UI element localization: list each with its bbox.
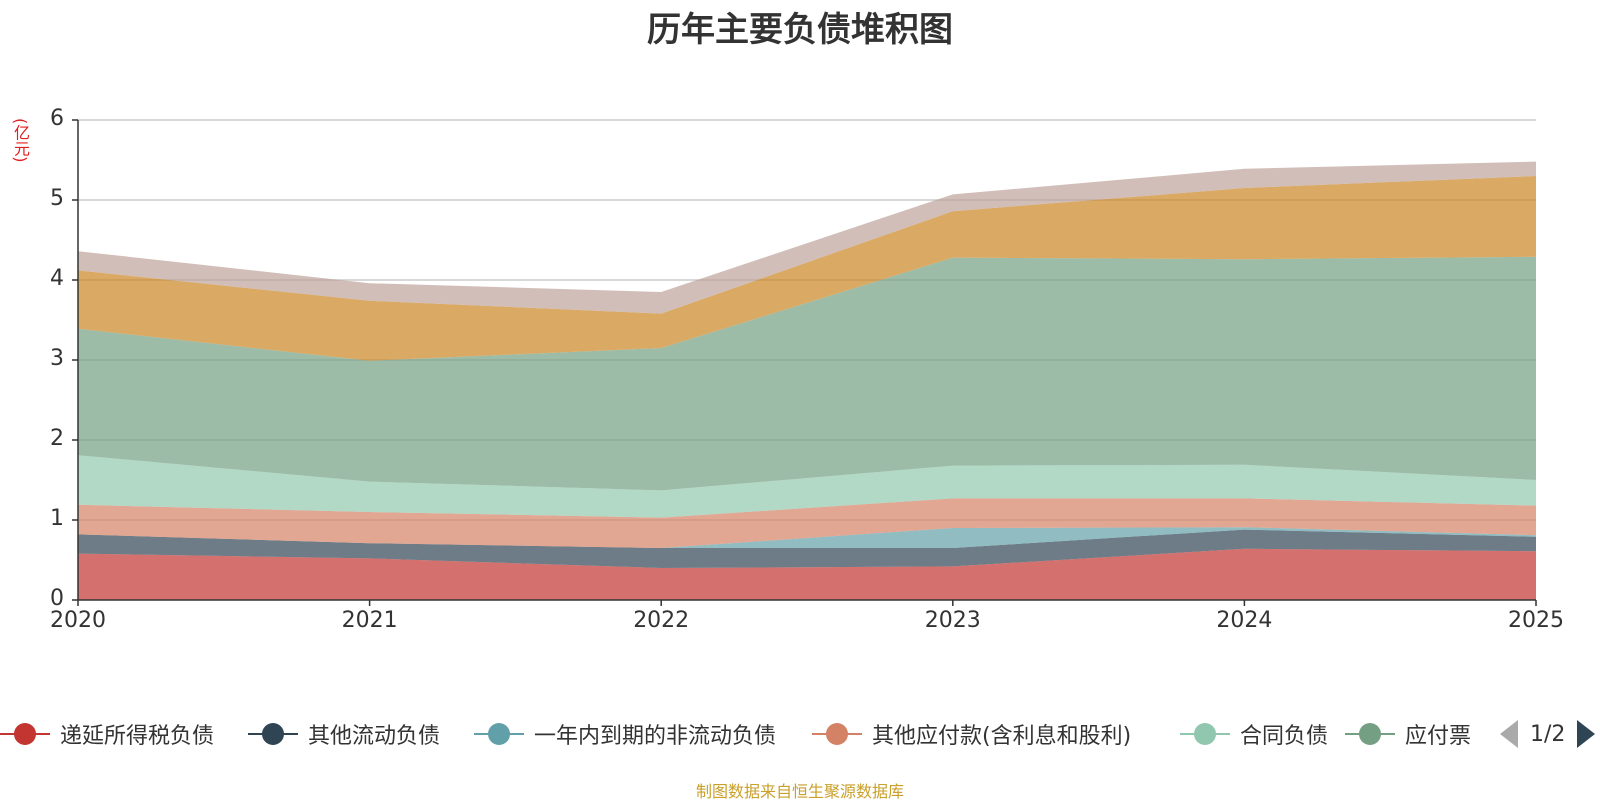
- legend-item-contract-liabilities[interactable]: 合同负债: [1180, 718, 1328, 750]
- legend-symbol-icon: [1345, 718, 1395, 750]
- legend-label: 应付票: [1405, 724, 1472, 749]
- legend-item-current-portion[interactable]: 一年内到期的非流动负债: [474, 718, 776, 750]
- y-tick-label: 3: [50, 346, 64, 371]
- x-tick-label: 2021: [341, 608, 398, 633]
- x-tick-label: 2022: [633, 608, 690, 633]
- area-series-0: [78, 548, 1536, 600]
- legend-label: 一年内到期的非流动负债: [534, 724, 777, 749]
- pager-next-icon[interactable]: [1577, 720, 1596, 748]
- legend-item-deferred-tax[interactable]: 递延所得税负债: [0, 718, 214, 750]
- legend-item-notes-payable[interactable]: 应付票: [1345, 718, 1471, 750]
- area-series-4: [78, 455, 1536, 518]
- x-tick-label: 2023: [924, 608, 981, 633]
- y-tick-label: 4: [50, 266, 64, 291]
- pager-prev-icon[interactable]: [1500, 720, 1518, 748]
- legend-item-other-current[interactable]: 其他流动负债: [248, 718, 440, 750]
- legend-label: 其他应付款(含利息和股利): [872, 724, 1132, 749]
- area-series-7: [78, 161, 1536, 314]
- y-axis-unit-label: (亿元): [11, 118, 30, 163]
- legend-symbol-icon: [1180, 718, 1230, 750]
- legend-symbol-icon: [0, 718, 50, 750]
- legend-item-other-payables[interactable]: 其他应付款(含利息和股利): [812, 718, 1131, 750]
- stacked-area-chart: [72, 119, 1537, 606]
- legend-label: 递延所得税负债: [60, 724, 215, 749]
- legend-symbol-icon: [812, 718, 862, 750]
- y-tick-label: 6: [50, 106, 64, 131]
- y-tick-label: 0: [50, 586, 64, 611]
- y-tick-label: 5: [50, 186, 64, 211]
- legend-label: 合同负债: [1240, 724, 1329, 749]
- x-tick-label: 2020: [50, 608, 106, 633]
- y-tick-label: 1: [50, 506, 64, 531]
- source-note: 制图数据来自恒生聚源数据库: [695, 782, 904, 801]
- y-tick-label: 2: [50, 426, 64, 451]
- area-series-1: [78, 529, 1536, 568]
- area-series-3: [78, 498, 1536, 548]
- pager-page-text: 1/2: [1530, 721, 1566, 747]
- area-series-6: [78, 176, 1536, 361]
- legend-symbol-icon: [248, 718, 298, 750]
- x-tick-label: 2024: [1216, 608, 1273, 633]
- legend-pager: 1/2: [1500, 718, 1596, 750]
- legend-clip-area: 应付票: [1345, 710, 1480, 758]
- area-series-5: [78, 256, 1536, 491]
- area-series-2: [78, 527, 1536, 548]
- chart-title: 历年主要负债堆积图: [647, 10, 953, 50]
- x-tick-label: 2025: [1508, 608, 1564, 633]
- legend-label: 其他流动负债: [308, 724, 441, 749]
- legend-symbol-icon: [474, 718, 524, 750]
